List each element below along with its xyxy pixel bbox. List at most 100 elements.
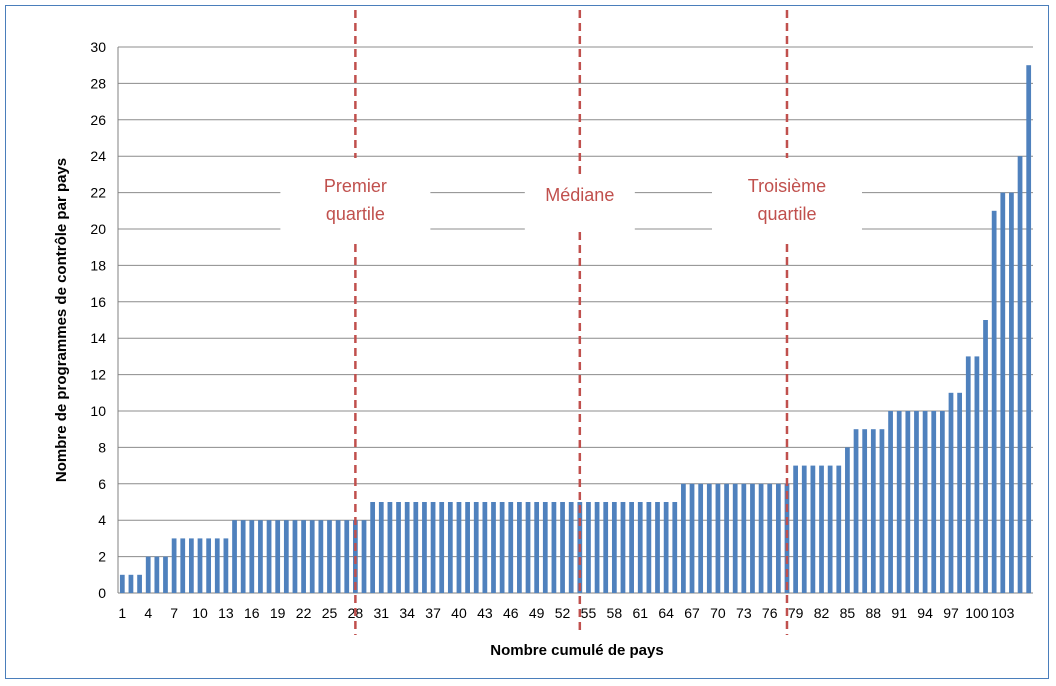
- x-tick-label: 61: [632, 605, 648, 621]
- bar: [283, 520, 289, 593]
- bar: [145, 556, 151, 593]
- bar: [214, 538, 220, 593]
- quartile-label: quartile: [326, 204, 385, 224]
- bar: [137, 574, 142, 593]
- bar: [301, 520, 306, 593]
- y-tick-label: 6: [98, 476, 106, 492]
- bar: [715, 483, 721, 593]
- x-tick-label: 76: [762, 605, 778, 621]
- bar: [939, 411, 945, 593]
- y-tick-label: 0: [98, 585, 106, 601]
- bar: [266, 520, 272, 593]
- bar: [163, 556, 168, 593]
- bar: [706, 483, 712, 593]
- bar: [620, 502, 626, 593]
- y-tick-label: 8: [98, 439, 106, 455]
- bar: [482, 502, 488, 593]
- y-tick-label: 20: [90, 221, 106, 237]
- y-axis-title: Nombre de programmes de contrôle par pay…: [53, 158, 70, 482]
- y-tick-label: 28: [90, 75, 106, 91]
- bar: [465, 502, 470, 593]
- bar: [534, 502, 540, 593]
- x-tick-label: 70: [710, 605, 726, 621]
- x-tick-labels: 1471013161922252831343740434649525558616…: [118, 605, 1014, 621]
- bar: [491, 502, 496, 593]
- bar: [629, 502, 634, 593]
- quartile-label: Premier: [324, 176, 387, 196]
- bar: [180, 538, 186, 593]
- bar: [275, 520, 281, 593]
- y-tick-label: 22: [90, 185, 106, 201]
- bar: [396, 502, 401, 593]
- x-tick-label: 55: [581, 605, 597, 621]
- bar: [1026, 65, 1032, 593]
- y-tick-label: 16: [90, 294, 106, 310]
- x-tick-label: 94: [917, 605, 933, 621]
- x-tick-label: 4: [144, 605, 152, 621]
- x-tick-label: 100: [965, 605, 989, 621]
- x-tick-label: 49: [529, 605, 545, 621]
- bar: [974, 356, 980, 593]
- y-tick-label: 12: [90, 367, 106, 383]
- bar: [758, 483, 764, 593]
- x-tick-label: 52: [555, 605, 571, 621]
- bar: [750, 483, 755, 593]
- x-tick-label: 19: [270, 605, 286, 621]
- y-tick-label: 26: [90, 112, 106, 128]
- bar: [784, 483, 790, 593]
- y-tick-label: 24: [90, 148, 106, 164]
- x-tick-label: 37: [425, 605, 441, 621]
- bar: [456, 502, 462, 593]
- bar: [344, 520, 350, 593]
- x-tick-label: 88: [866, 605, 882, 621]
- bar: [870, 429, 876, 593]
- bar: [991, 210, 997, 594]
- bar: [473, 502, 479, 593]
- bar: [551, 502, 557, 593]
- y-tick-label: 30: [90, 39, 106, 55]
- bar: [681, 483, 686, 593]
- bar: [888, 411, 893, 593]
- x-tick-label: 79: [788, 605, 804, 621]
- bar: [637, 502, 643, 593]
- x-tick-label: 64: [658, 605, 674, 621]
- bar: [439, 502, 445, 593]
- bar: [335, 520, 341, 593]
- x-tick-label: 43: [477, 605, 493, 621]
- bar: [810, 465, 816, 593]
- bar: [853, 429, 859, 593]
- bar: [309, 520, 315, 593]
- bar: [862, 429, 868, 593]
- bar: [292, 520, 298, 593]
- x-tick-label: 34: [399, 605, 415, 621]
- bar: [931, 411, 937, 593]
- bar: [447, 502, 453, 593]
- bar: [1017, 156, 1023, 593]
- x-tick-label: 40: [451, 605, 467, 621]
- bar: [948, 392, 954, 593]
- bar: [965, 356, 971, 593]
- bar: [206, 538, 212, 593]
- gridlines: [117, 46, 1033, 594]
- bar: [724, 483, 729, 593]
- x-tick-label: 85: [840, 605, 856, 621]
- bar: [378, 502, 384, 593]
- bar: [517, 502, 522, 593]
- x-tick-label: 31: [373, 605, 389, 621]
- bar: [422, 502, 427, 593]
- x-tick-label: 46: [503, 605, 519, 621]
- y-tick-label: 4: [98, 512, 106, 528]
- bar: [128, 574, 134, 593]
- bar: [767, 483, 773, 593]
- bar: [698, 483, 704, 593]
- bar: [327, 520, 332, 593]
- bar: [568, 502, 574, 593]
- bar: [646, 502, 652, 593]
- bar: [914, 411, 919, 593]
- quartile-label-box: [711, 158, 862, 244]
- x-tick-label: 1: [118, 605, 126, 621]
- y-tick-label: 18: [90, 257, 106, 273]
- bar: [793, 465, 798, 593]
